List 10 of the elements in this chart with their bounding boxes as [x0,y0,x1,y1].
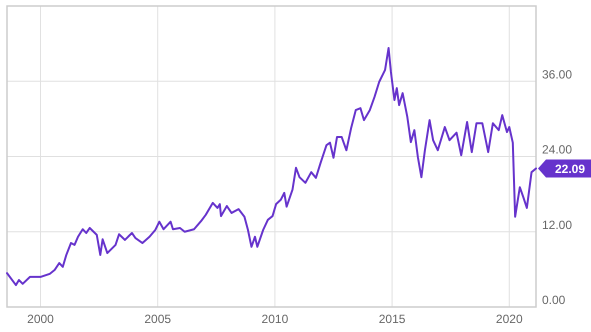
x-tick-label: 2000 [27,312,54,326]
annotation: 22.09 [554,162,586,176]
y-tick-label: 12.00 [542,218,572,232]
x-tick-label: 2020 [496,312,523,326]
x-tick-label: 2015 [378,312,406,326]
x-tick-label: 2005 [144,312,172,326]
y-tick-label: 24.00 [542,142,572,156]
x-tick-label: 2010 [262,312,289,326]
y-tick-label: 36.00 [542,67,572,82]
y-tick-label: 0.00 [542,293,566,307]
